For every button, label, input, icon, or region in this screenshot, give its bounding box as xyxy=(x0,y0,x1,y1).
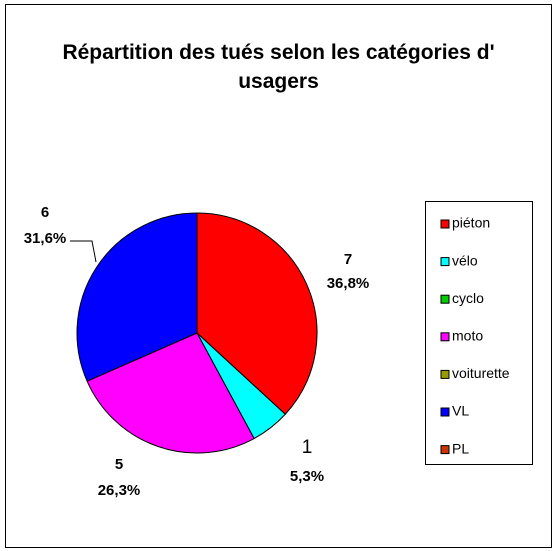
slice-percent-label: 36,8% xyxy=(327,275,370,292)
slice-count-label: 1 xyxy=(302,437,313,458)
legend-swatch xyxy=(440,219,450,229)
legend-swatch xyxy=(440,257,450,267)
legend-label: VL xyxy=(452,403,469,419)
pie-slice xyxy=(196,212,318,415)
legend-label: PL xyxy=(452,440,469,456)
legend-swatch xyxy=(440,332,450,342)
legend-swatch xyxy=(440,294,450,304)
legend-label: cyclo xyxy=(452,290,484,306)
legend-label: moto xyxy=(452,328,483,344)
legend-swatch xyxy=(440,445,450,455)
slice-percent-label: 31,6% xyxy=(24,230,67,247)
slice-count-label: 5 xyxy=(115,456,123,473)
slice-count-label: 7 xyxy=(344,251,352,268)
chart-title: Répartition des tués selon les catégorie… xyxy=(62,41,495,93)
slice-count-label: 6 xyxy=(41,204,49,221)
slice-percent-label: 5,3% xyxy=(290,468,324,485)
pie-slice xyxy=(76,212,198,382)
legend-swatch xyxy=(440,407,450,417)
legend-swatch xyxy=(440,369,450,379)
leader-line xyxy=(70,240,97,263)
legend-label: vélo xyxy=(452,252,478,268)
legend-label: piéton xyxy=(452,215,490,231)
slice-percent-label: 26,3% xyxy=(98,482,141,499)
legend-label: voiturette xyxy=(452,365,510,381)
